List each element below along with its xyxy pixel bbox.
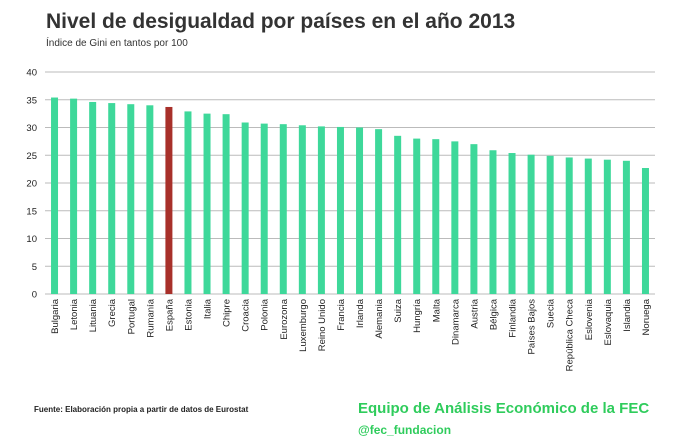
y-tick-label: 15	[26, 206, 37, 217]
x-tick-label: Croacia	[241, 298, 252, 331]
bar	[527, 154, 535, 294]
bar-chart: 0 5 10 15 20 25 30 35 40 Bulgaria Letonia Lituania…	[26, 68, 655, 371]
x-tick-label: Estonia	[183, 298, 194, 330]
x-tick-label: Eslovaquia	[603, 298, 614, 345]
bar	[565, 157, 573, 294]
x-tick-label: Eurozona	[279, 298, 290, 339]
y-axis-ticks: 0 5 10 15 20 25 30 35 40	[26, 68, 37, 301]
bar	[222, 114, 230, 295]
x-tick-label: Dinamarca	[450, 298, 461, 345]
x-tick-label: Irlanda	[355, 298, 366, 328]
bar	[432, 139, 440, 294]
bar	[508, 153, 516, 294]
x-tick-label: Finlandia	[508, 298, 519, 337]
x-tick-label: Bulgaria	[50, 298, 61, 334]
bar	[70, 98, 78, 294]
y-tick-label: 10	[26, 234, 37, 245]
x-tick-label: Islandia	[622, 298, 633, 331]
bar	[203, 113, 211, 294]
bar	[546, 155, 554, 294]
bar	[641, 168, 649, 294]
bar	[375, 129, 383, 294]
y-tick-label: 5	[32, 262, 37, 273]
x-tick-label: Bélgica	[488, 298, 499, 330]
bar	[413, 138, 421, 294]
x-tick-label: Austria	[469, 298, 480, 328]
bar	[603, 159, 611, 294]
x-tick-label: España	[164, 298, 175, 331]
x-tick-label: Luxemburgo	[298, 299, 309, 352]
x-tick-label: República Checa	[565, 298, 576, 371]
bar	[622, 160, 630, 294]
x-tick-label: Reino Unido	[317, 299, 328, 351]
gridlines	[45, 71, 655, 295]
bar	[336, 126, 344, 294]
x-tick-label: Noruega	[641, 298, 652, 335]
bar	[241, 122, 249, 294]
x-tick-label: Lituania	[88, 298, 99, 332]
bar	[451, 141, 459, 294]
bar	[356, 127, 364, 294]
x-tick-label: Países Bajos	[527, 299, 538, 355]
bar	[184, 111, 192, 294]
x-tick-label: Alemania	[374, 298, 385, 338]
bar	[394, 135, 402, 294]
bar	[298, 125, 306, 294]
bar	[260, 123, 268, 295]
bar	[279, 124, 287, 294]
x-tick-label: Grecia	[107, 298, 118, 327]
y-tick-label: 30	[26, 123, 37, 134]
bar	[146, 105, 154, 294]
y-tick-label: 20	[26, 179, 37, 190]
x-tick-label: Polonia	[260, 298, 271, 330]
x-axis-ticks: Bulgaria Letonia Lituania Grecia Portugal Rum…	[50, 298, 652, 371]
x-tick-label: Malta	[431, 298, 442, 322]
x-tick-label: Rumanía	[145, 298, 156, 337]
source-note: Fuente: Elaboración propia a partir de d…	[34, 405, 249, 414]
chart-title: Nivel de desigualdad por países en el añ…	[46, 10, 516, 33]
bar	[317, 126, 325, 294]
chart-subtitle: Índice de Gini en tantos por 100	[46, 38, 188, 49]
x-tick-label: Italia	[203, 298, 214, 319]
x-tick-label: Chipre	[222, 299, 233, 327]
x-tick-label: Hungría	[412, 298, 423, 333]
bar	[89, 101, 97, 294]
bar	[51, 97, 59, 294]
bar	[127, 104, 135, 294]
x-tick-label: Portugal	[126, 299, 137, 334]
y-tick-label: 25	[26, 151, 37, 162]
bar	[108, 103, 116, 294]
x-tick-label: Francia	[336, 298, 347, 330]
bar	[470, 144, 478, 294]
x-tick-label: Suecia	[546, 298, 557, 328]
brand-label: Equipo de Análisis Económico de la FEC	[358, 400, 650, 417]
y-tick-label: 0	[32, 290, 37, 301]
bar	[165, 106, 173, 294]
x-tick-label: Suiza	[393, 298, 404, 322]
bar	[584, 158, 592, 294]
x-tick-label: Eslovenia	[584, 298, 595, 340]
bars	[51, 97, 649, 295]
y-tick-label: 35	[26, 95, 37, 106]
y-tick-label: 40	[26, 68, 37, 79]
social-handle: @fec_fundacion	[358, 423, 452, 437]
x-tick-label: Letonia	[69, 298, 80, 330]
bar	[489, 150, 497, 294]
